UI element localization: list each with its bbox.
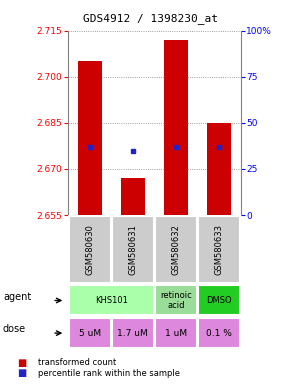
Bar <box>78 61 101 215</box>
Bar <box>68 216 111 283</box>
Text: GSM580632: GSM580632 <box>171 224 180 275</box>
Text: 1 uM: 1 uM <box>165 329 187 338</box>
Text: ■: ■ <box>17 368 27 378</box>
Text: retinoic
acid: retinoic acid <box>160 291 192 310</box>
Text: dose: dose <box>3 324 26 334</box>
Text: transformed count: transformed count <box>38 358 116 367</box>
Text: percentile rank within the sample: percentile rank within the sample <box>38 369 180 378</box>
Text: GSM580631: GSM580631 <box>128 224 137 275</box>
Bar <box>198 285 240 316</box>
Bar <box>112 318 154 348</box>
Bar <box>112 216 154 283</box>
Text: 5 uM: 5 uM <box>79 329 101 338</box>
Text: GDS4912 / 1398230_at: GDS4912 / 1398230_at <box>83 13 218 24</box>
Bar <box>121 178 145 215</box>
Bar <box>155 318 197 348</box>
Bar <box>198 216 240 283</box>
Bar <box>68 318 111 348</box>
Bar <box>155 285 197 316</box>
Text: KHS101: KHS101 <box>95 296 128 305</box>
Text: DMSO: DMSO <box>206 296 232 305</box>
Text: GSM580633: GSM580633 <box>215 224 224 275</box>
Bar <box>164 40 188 215</box>
Bar <box>155 216 197 283</box>
Bar <box>198 318 240 348</box>
Text: ■: ■ <box>17 358 27 368</box>
Bar <box>68 285 154 316</box>
Text: 0.1 %: 0.1 % <box>206 329 232 338</box>
Text: GSM580630: GSM580630 <box>85 224 94 275</box>
Text: agent: agent <box>3 291 31 302</box>
Bar <box>207 123 231 215</box>
Text: 1.7 uM: 1.7 uM <box>117 329 148 338</box>
